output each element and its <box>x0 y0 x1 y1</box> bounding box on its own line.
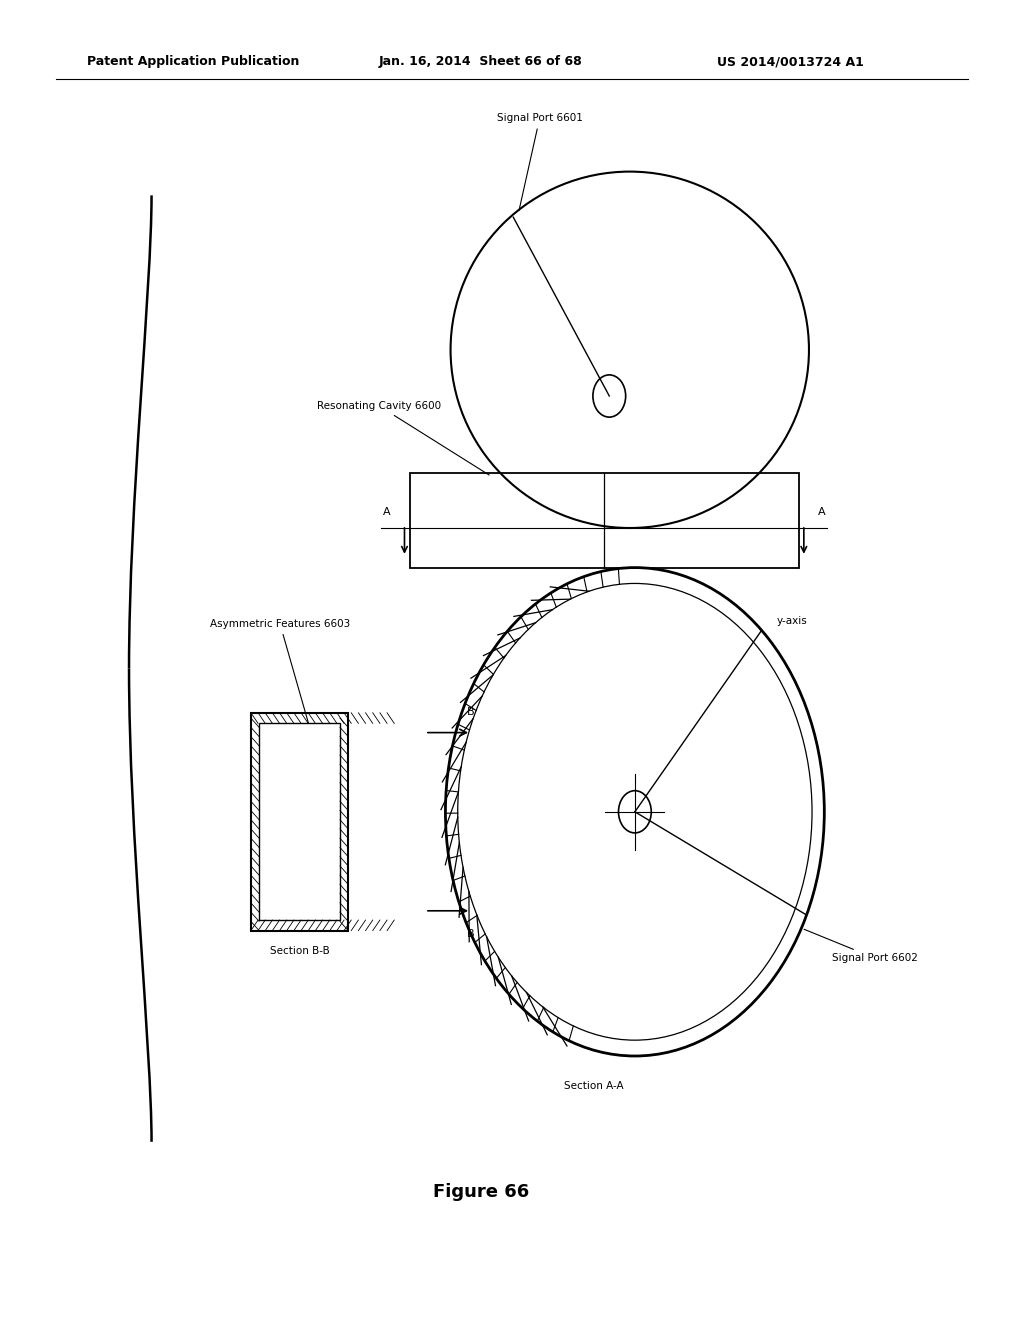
Text: A: A <box>817 507 825 517</box>
Text: Signal Port 6602: Signal Port 6602 <box>804 929 919 964</box>
Text: A: A <box>383 507 391 517</box>
Text: Jan. 16, 2014  Sheet 66 of 68: Jan. 16, 2014 Sheet 66 of 68 <box>379 55 583 69</box>
Text: Signal Port 6601: Signal Port 6601 <box>497 114 583 210</box>
Text: Section A-A: Section A-A <box>564 1081 624 1092</box>
Text: Resonating Cavity 6600: Resonating Cavity 6600 <box>317 401 489 475</box>
Text: US 2014/0013724 A1: US 2014/0013724 A1 <box>717 55 863 69</box>
Bar <box>251 713 348 931</box>
Text: Patent Application Publication: Patent Application Publication <box>87 55 299 69</box>
Text: Asymmetric Features 6603: Asymmetric Features 6603 <box>210 619 350 723</box>
Text: Figure 66: Figure 66 <box>433 1183 529 1201</box>
Text: B: B <box>467 708 475 718</box>
Text: B: B <box>467 929 475 940</box>
Text: y-axis: y-axis <box>777 615 808 626</box>
Text: Section B-B: Section B-B <box>269 946 330 957</box>
Bar <box>259 723 340 920</box>
Bar <box>410 473 799 568</box>
